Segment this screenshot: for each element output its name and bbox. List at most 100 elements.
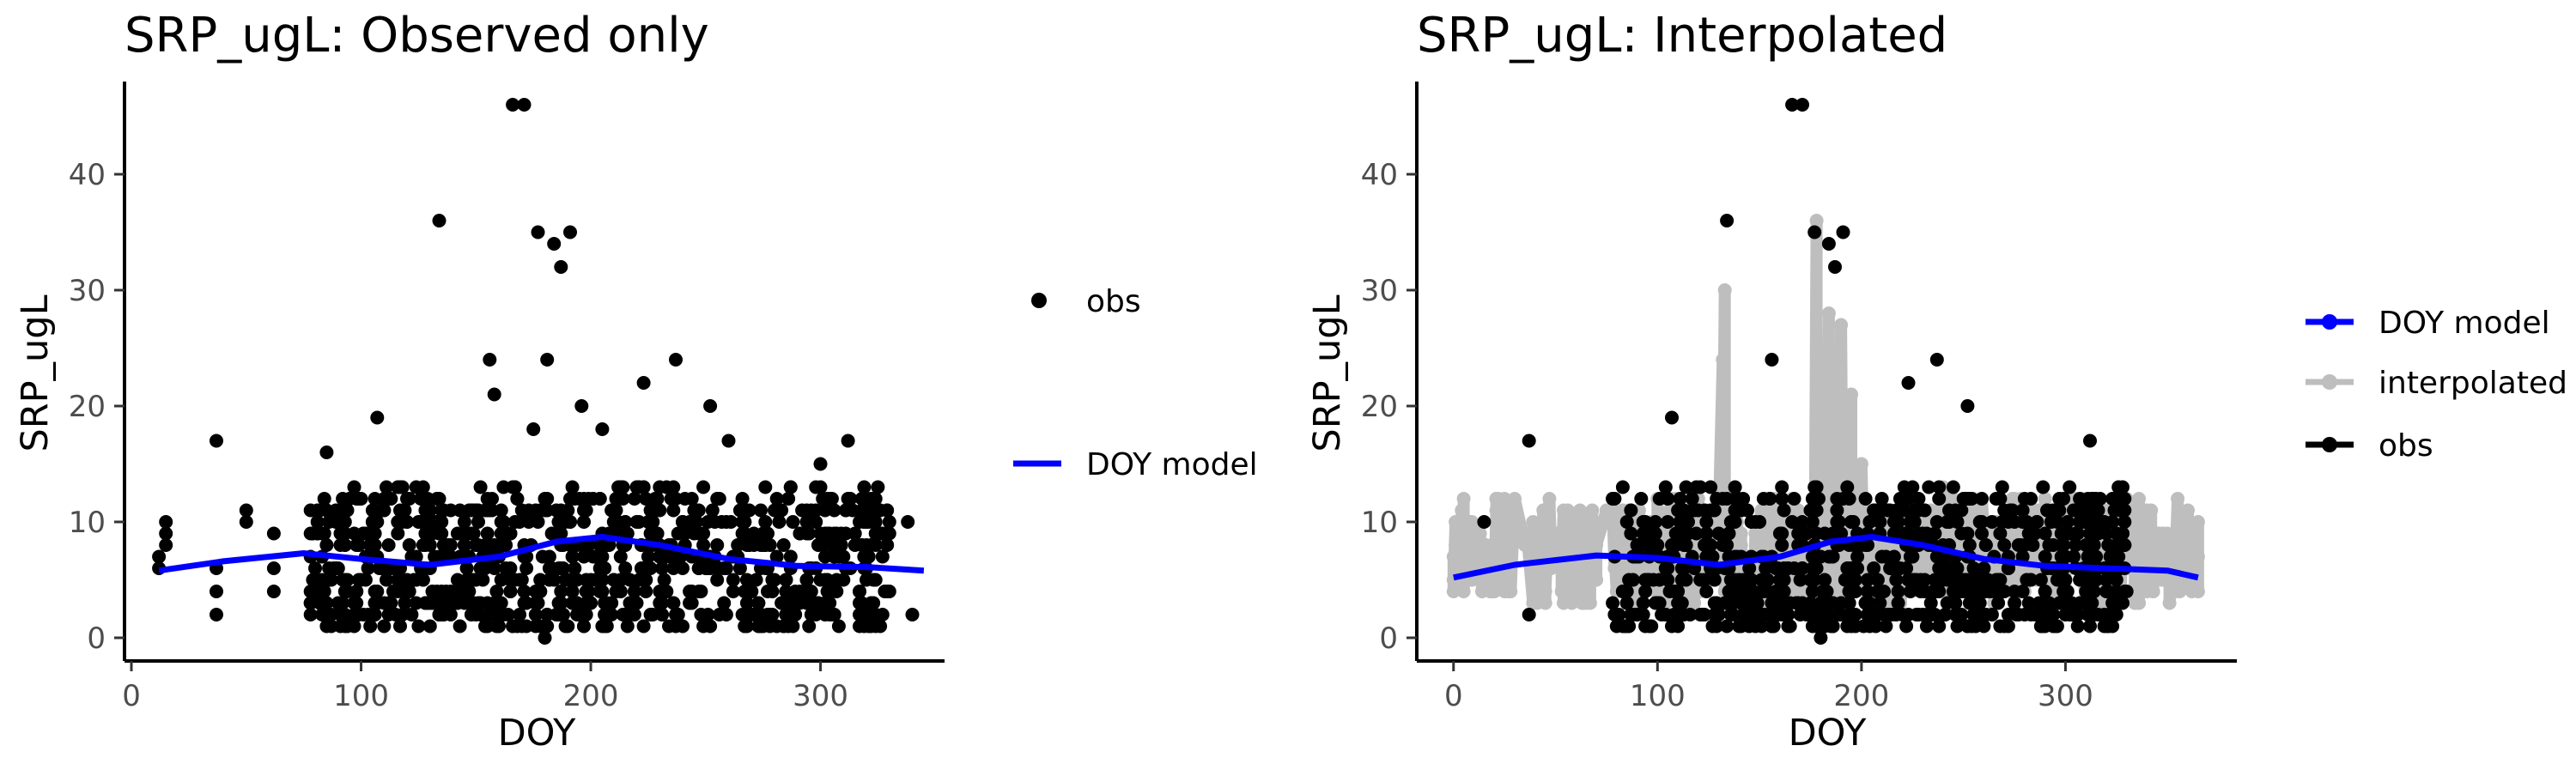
data-point: [574, 399, 589, 413]
legend-label: DOY model: [1086, 447, 1258, 482]
data-point: [483, 353, 497, 367]
data-point: [1742, 608, 1757, 621]
data-point: [1705, 619, 1720, 634]
data-point: [538, 492, 552, 506]
data-point: [1638, 515, 1653, 529]
data-point: [434, 503, 449, 518]
data-point: [1579, 538, 1594, 552]
data-point: [1962, 538, 1977, 552]
data-point: [1477, 515, 1492, 529]
data-point: [1809, 619, 1824, 634]
data-point: [1795, 585, 1809, 598]
data-point: [1624, 526, 1638, 541]
data-point: [636, 480, 651, 494]
data-point: [1867, 561, 1881, 575]
data-point: [841, 492, 855, 506]
data-point: [772, 515, 787, 529]
data-point: [1889, 573, 1904, 587]
data-point: [756, 619, 770, 634]
legend-item: interpolated: [2306, 366, 2567, 401]
data-point: [1530, 573, 1545, 587]
data-point: [2067, 549, 2081, 564]
data-point: [1711, 526, 1726, 541]
data-point: [2132, 492, 2146, 506]
data-point: [802, 619, 817, 634]
data-point: [726, 573, 740, 587]
data-point: [765, 573, 780, 587]
data-point: [647, 526, 662, 541]
data-point: [514, 573, 529, 587]
data-point: [572, 492, 586, 506]
data-point: [2162, 538, 2177, 552]
data-point: [377, 503, 392, 518]
data-point: [1711, 515, 1726, 529]
data-point: [1631, 538, 1646, 552]
data-point: [710, 538, 725, 552]
data-point: [1917, 503, 1932, 518]
data-point: [152, 549, 167, 564]
data-point: [629, 515, 644, 529]
data-point: [1691, 503, 1705, 518]
data-point: [1652, 492, 1667, 506]
data-point: [1919, 619, 1934, 634]
data-point: [1993, 619, 2008, 634]
data-point: [1658, 480, 1673, 494]
data-point: [703, 561, 718, 575]
data-point: [823, 596, 837, 610]
data-point: [1599, 503, 1613, 518]
data-point: [605, 503, 619, 518]
data-point: [1834, 526, 1849, 541]
data-point: [483, 503, 497, 518]
data-point: [882, 515, 896, 529]
data-point: [310, 515, 325, 529]
data-point: [2069, 538, 2083, 552]
data-point: [1868, 608, 1883, 621]
data-point: [2095, 596, 2110, 610]
data-point: [1717, 538, 1732, 552]
data-point: [1940, 596, 1954, 610]
legend-item: obs: [1031, 284, 1141, 319]
data-point: [1795, 515, 1809, 529]
data-point: [1775, 480, 1789, 494]
data-point: [2057, 549, 2071, 564]
data-point: [459, 526, 474, 541]
data-point: [1777, 503, 1791, 518]
data-point: [395, 515, 410, 529]
data-point: [2011, 538, 2026, 552]
data-point: [1989, 573, 2003, 587]
data-point: [739, 538, 754, 552]
data-point: [769, 549, 784, 564]
data-point: [1775, 526, 1789, 541]
data-point: [666, 503, 681, 518]
data-point: [1636, 526, 1650, 541]
data-point: [744, 585, 759, 598]
data-point: [1907, 503, 1922, 518]
data-point: [1775, 515, 1789, 529]
data-point: [551, 515, 566, 529]
data-point: [1698, 608, 1711, 621]
data-point: [2054, 526, 2069, 541]
data-point: [1536, 538, 1551, 552]
data-point: [517, 98, 532, 112]
data-point: [1766, 619, 1781, 634]
data-point: [2038, 585, 2052, 598]
data-point: [611, 480, 626, 494]
data-point: [1948, 608, 1963, 621]
data-point: [519, 561, 534, 575]
data-point: [1911, 492, 1926, 506]
data-point: [1467, 549, 1481, 564]
data-point: [636, 376, 651, 390]
data-point: [827, 608, 841, 621]
data-point: [1748, 526, 1763, 541]
data-point: [439, 585, 453, 598]
data-point: [2070, 526, 2085, 541]
data-point: [393, 503, 407, 518]
data-point: [517, 585, 532, 598]
data-point: [365, 503, 380, 518]
data-point: [1844, 387, 1858, 402]
data-point: [1846, 515, 1861, 529]
data-point: [1968, 503, 1983, 518]
data-point: [1673, 515, 1687, 529]
data-point: [786, 515, 800, 529]
data-point: [402, 538, 416, 552]
